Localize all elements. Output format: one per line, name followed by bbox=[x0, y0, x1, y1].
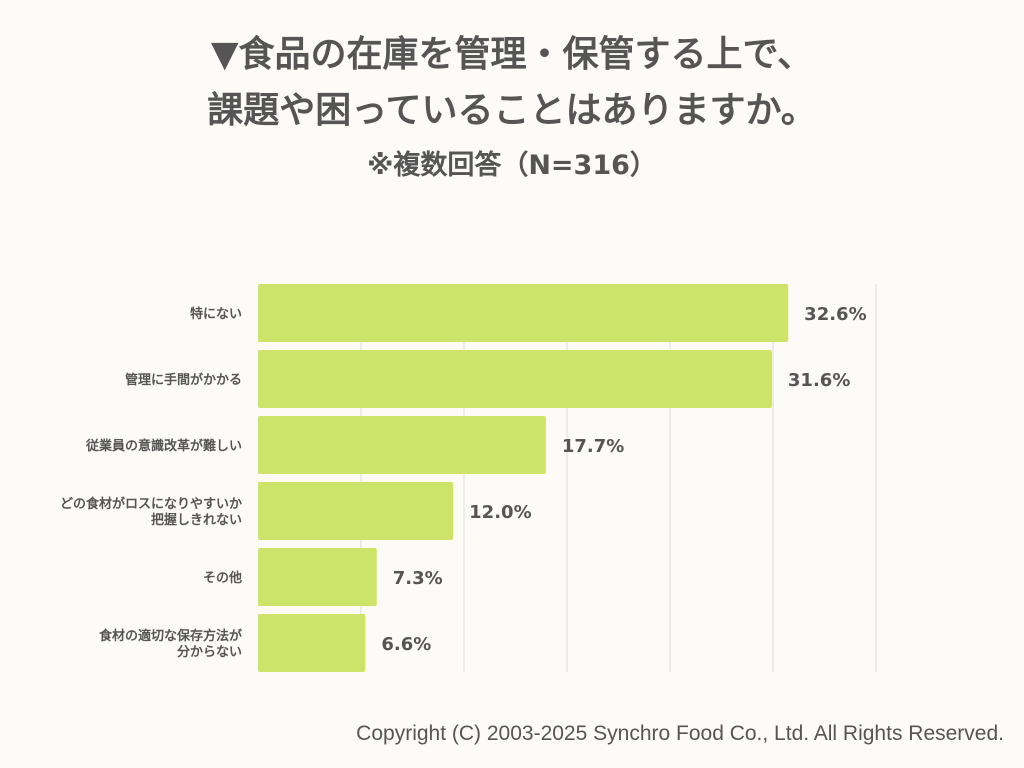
category-label: 特にない bbox=[190, 306, 242, 322]
bar bbox=[258, 284, 789, 342]
bar bbox=[258, 350, 772, 408]
data-label: 32.6% bbox=[804, 304, 866, 325]
bar bbox=[258, 416, 546, 474]
category-label: 分からない bbox=[177, 644, 242, 660]
data-label: 12.0% bbox=[469, 502, 531, 523]
category-label: 把握しきれない bbox=[151, 512, 242, 528]
data-label: 7.3% bbox=[393, 568, 443, 589]
category-label: どの食材がロスになりやすいか bbox=[60, 496, 242, 512]
data-label: 6.6% bbox=[381, 634, 431, 655]
category-label: その他 bbox=[203, 570, 242, 586]
chart-subtitle: ※複数回答（N=316） bbox=[367, 150, 657, 181]
bar bbox=[258, 482, 454, 540]
bar bbox=[258, 548, 377, 606]
copyright: Copyright (C) 2003-2025 Synchro Food Co.… bbox=[356, 722, 1004, 745]
category-label: 従業員の意識改革が難しい bbox=[85, 438, 242, 454]
category-label: 食材の適切な保存方法が bbox=[99, 628, 242, 644]
chart-title: ▼食品の在庫を管理・保管する上で、 bbox=[210, 34, 814, 75]
bar bbox=[258, 614, 366, 672]
data-label: 17.7% bbox=[562, 436, 624, 457]
chart-title-line2: 課題や困っていることはありますか。 bbox=[207, 90, 817, 131]
data-label: 31.6% bbox=[788, 370, 850, 391]
category-label: 管理に手間がかかる bbox=[125, 372, 242, 388]
